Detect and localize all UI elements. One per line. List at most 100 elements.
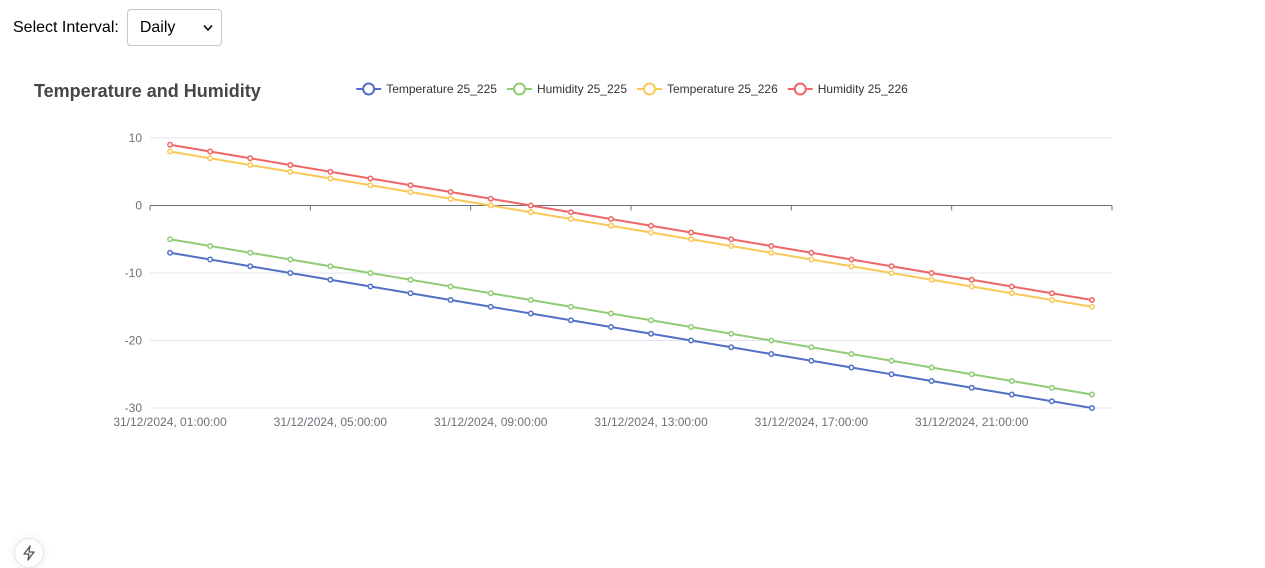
data-point: [447, 297, 454, 303]
data-point: [407, 182, 414, 189]
data-point: [928, 270, 935, 276]
chart-grid: [150, 137, 1112, 409]
legend-circle-icon: [643, 82, 656, 96]
data-point: [527, 310, 534, 317]
data-point: [327, 168, 334, 175]
chart-series: [167, 141, 1095, 411]
data-point: [1048, 398, 1055, 405]
interval-label: Select Interval:: [13, 18, 119, 36]
data-point: [848, 256, 855, 263]
lightning-button[interactable]: [14, 538, 44, 568]
data-point: [247, 249, 254, 256]
data-point: [928, 276, 935, 283]
lightning-icon: [23, 545, 35, 561]
data-point: [247, 155, 254, 162]
y-tick-label: 0: [135, 199, 142, 213]
data-point: [728, 330, 735, 337]
data-point: [1089, 391, 1095, 398]
data-point: [968, 283, 975, 290]
data-point: [567, 209, 574, 216]
y-tick-label: 10: [129, 131, 143, 145]
chevron-down-icon: [203, 25, 213, 31]
data-point: [487, 195, 494, 202]
data-point: [367, 182, 374, 189]
data-point: [327, 175, 334, 182]
legend-label: Humidity 25_226: [818, 82, 908, 96]
data-point: [287, 162, 294, 168]
data-point: [928, 364, 935, 371]
series-group: [167, 236, 1095, 398]
data-point: [567, 216, 574, 222]
series-line: [169, 251, 1093, 409]
data-point: [487, 303, 494, 310]
series-group: [167, 141, 1095, 303]
chart-title: Temperature and Humidity: [34, 81, 261, 101]
data-point: [527, 202, 534, 209]
legend-item[interactable]: Temperature 25_226: [637, 82, 778, 96]
data-point: [447, 283, 454, 290]
data-point: [928, 378, 935, 384]
data-point: [888, 371, 895, 378]
data-point: [1089, 297, 1095, 303]
x-tick-label: 31/12/2024, 09:00:00: [434, 415, 548, 429]
data-point: [207, 155, 214, 162]
data-point: [1008, 283, 1015, 290]
data-point: [367, 283, 374, 290]
data-point: [768, 243, 775, 249]
x-tick-label: 31/12/2024, 17:00:00: [755, 415, 869, 429]
series-line: [169, 143, 1093, 301]
data-point: [648, 330, 654, 337]
data-point: [768, 337, 775, 344]
interval-select[interactable]: Daily: [126, 9, 222, 46]
data-point: [848, 263, 855, 270]
data-point: [487, 290, 494, 297]
data-point: [407, 189, 414, 195]
x-tick-label: 31/12/2024, 21:00:00: [915, 415, 1029, 429]
data-point: [567, 303, 574, 310]
data-point: [367, 270, 374, 276]
chart-legend: Temperature 25_225 Humidity 25_225 Tempera…: [356, 82, 908, 96]
data-point: [527, 297, 534, 303]
data-point: [728, 243, 735, 249]
data-point: [968, 384, 975, 391]
data-point: [768, 351, 775, 357]
series-line: [169, 150, 1093, 308]
data-point: [1048, 297, 1055, 303]
legend-item[interactable]: Temperature 25_225: [356, 82, 497, 96]
data-point: [968, 371, 975, 378]
data-point: [407, 290, 414, 297]
data-point: [167, 249, 173, 256]
data-point: [968, 276, 975, 283]
data-point: [1008, 391, 1015, 398]
y-tick-label: -20: [125, 334, 143, 348]
data-point: [527, 209, 534, 216]
x-tick-label: 31/12/2024, 05:00:00: [274, 415, 388, 429]
data-point: [688, 229, 695, 236]
data-point: [648, 317, 654, 324]
data-point: [487, 202, 494, 209]
data-point: [808, 256, 815, 263]
data-point: [567, 317, 574, 324]
data-point: [888, 357, 895, 364]
x-tick-label: 31/12/2024, 13:00:00: [594, 415, 708, 429]
series-group: [167, 148, 1095, 310]
data-point: [447, 195, 454, 202]
legend-circle-icon: [362, 82, 376, 96]
data-point: [287, 168, 294, 175]
legend-label: Temperature 25_225: [386, 82, 497, 96]
data-point: [1089, 303, 1095, 310]
series-group: [167, 249, 1095, 411]
legend-item[interactable]: Humidity 25_226: [787, 82, 908, 96]
data-point: [247, 263, 254, 270]
data-point: [167, 236, 173, 243]
y-tick-label: -30: [125, 401, 143, 415]
data-point: [167, 148, 173, 155]
legend-item[interactable]: Humidity 25_225: [506, 82, 627, 96]
data-point: [247, 162, 254, 168]
interval-select-value: Daily: [139, 18, 176, 36]
data-point: [167, 141, 173, 148]
data-point: [608, 216, 614, 222]
data-point: [1089, 405, 1095, 411]
data-point: [848, 364, 855, 371]
